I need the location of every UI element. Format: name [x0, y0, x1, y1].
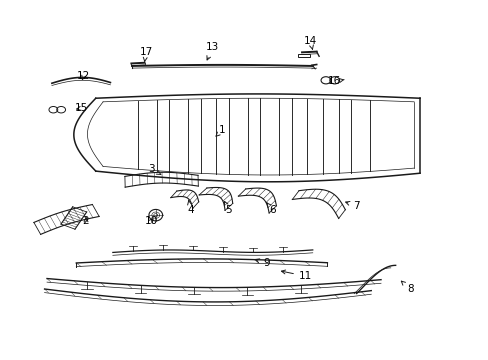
Text: 1: 1	[216, 125, 225, 136]
Text: 10: 10	[144, 216, 157, 226]
Text: 14: 14	[303, 36, 316, 49]
Text: 12: 12	[77, 71, 90, 81]
Text: 9: 9	[255, 258, 269, 268]
Text: 8: 8	[401, 281, 413, 294]
Text: 4: 4	[187, 200, 194, 216]
Text: 7: 7	[345, 201, 359, 211]
Text: 6: 6	[266, 203, 276, 216]
Text: 16: 16	[327, 76, 344, 86]
Text: 11: 11	[281, 270, 311, 281]
Text: 13: 13	[206, 42, 219, 60]
Text: 2: 2	[82, 216, 89, 226]
Text: 5: 5	[224, 201, 232, 216]
Text: 17: 17	[139, 46, 152, 62]
Text: 15: 15	[74, 103, 87, 113]
Text: 3: 3	[148, 164, 161, 175]
